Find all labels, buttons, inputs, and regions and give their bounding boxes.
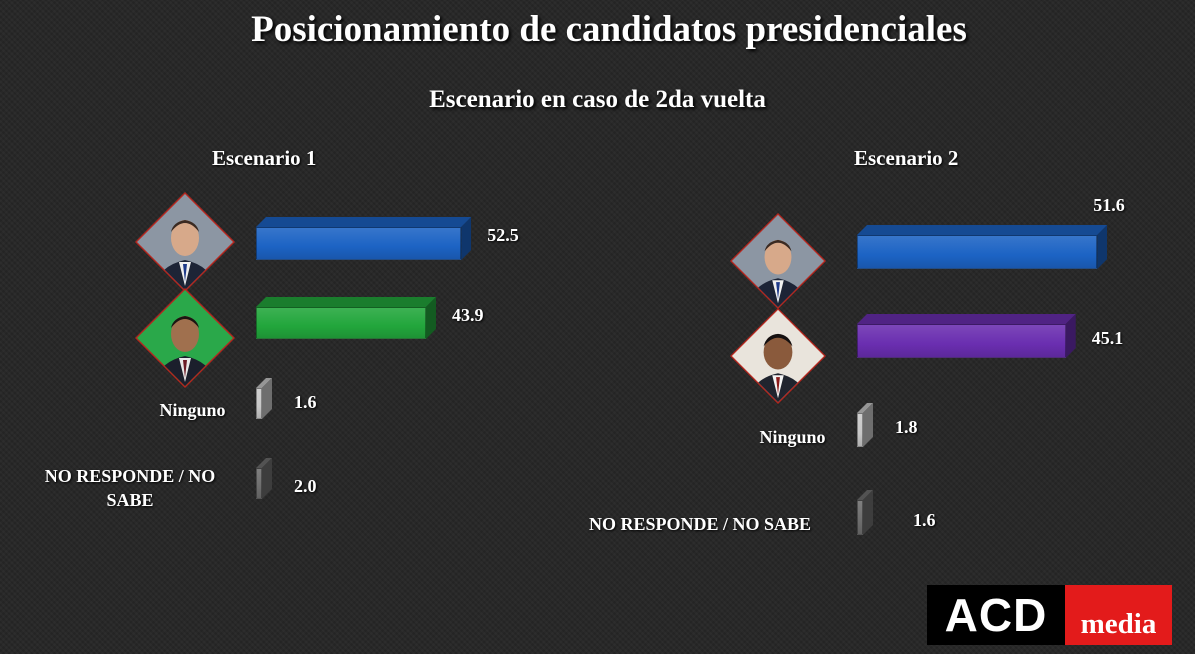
chart-subtitle: Escenario en caso de 2da vuelta xyxy=(429,86,766,113)
bar-face xyxy=(256,307,426,339)
bar-top xyxy=(256,378,272,388)
bar-top xyxy=(256,297,436,307)
panel-title-escenario-2: Escenario 2 xyxy=(854,146,959,170)
bar-side xyxy=(262,378,272,419)
logo-acd-text: ACD xyxy=(927,585,1065,645)
bar-2-4 xyxy=(857,490,873,535)
bar-top xyxy=(857,403,873,413)
data-label-2-3: 1.8 xyxy=(895,417,918,437)
bar-face xyxy=(256,468,262,499)
bar-face xyxy=(857,324,1066,358)
bar-face xyxy=(256,227,462,260)
bar-top xyxy=(857,225,1107,235)
bar-2-2 xyxy=(857,314,1076,358)
bar-1-3 xyxy=(256,378,272,419)
data-label-2-4: 1.6 xyxy=(913,510,936,530)
acd-media-logo: ACD media xyxy=(927,585,1172,645)
candidate-photo-abinader-2 xyxy=(730,213,826,309)
bar-side xyxy=(461,217,471,260)
chart-title: Posicionamiento de candidatos presidenci… xyxy=(251,9,967,50)
bar-top xyxy=(256,217,471,227)
bar-face xyxy=(256,388,262,419)
bar-top xyxy=(857,490,873,500)
candidate-photo-martinez xyxy=(730,308,826,404)
bar-face xyxy=(857,235,1098,269)
category-label-ninguno-2: Ninguno xyxy=(759,427,826,447)
category-label-no-responde-2: NO RESPONDE / NO SABE xyxy=(588,514,812,534)
data-label-1-2: 43.9 xyxy=(451,305,484,325)
bar-top xyxy=(256,458,272,468)
panel-title-escenario-1: Escenario 1 xyxy=(212,146,317,170)
candidate-photo-abinader xyxy=(135,192,235,292)
bar-side xyxy=(1097,225,1107,269)
bar-side xyxy=(262,458,272,499)
bar-2-3 xyxy=(857,403,873,447)
bar-side xyxy=(1066,314,1076,358)
bar-side xyxy=(863,490,873,535)
data-label-1-4: 2.0 xyxy=(294,476,317,496)
bar-1-2 xyxy=(256,297,436,339)
data-label-2-2: 45.1 xyxy=(1091,328,1124,348)
data-label-1-3: 1.6 xyxy=(294,392,317,412)
bar-side xyxy=(863,403,873,447)
bar-2-1 xyxy=(857,225,1107,269)
bar-1-1 xyxy=(256,217,471,260)
category-label-ninguno-1: Ninguno xyxy=(159,400,226,420)
data-label-2-1: 51.6 xyxy=(1093,195,1125,215)
logo-media-text: media xyxy=(1065,585,1172,645)
category-label-no-responde-1: NO RESPONDE / NO SABE xyxy=(44,466,216,510)
bar-face xyxy=(857,500,863,535)
data-label-1-1: 52.5 xyxy=(487,225,519,245)
bar-side xyxy=(426,297,436,339)
bar-1-4 xyxy=(256,458,272,499)
bar-top xyxy=(857,314,1076,324)
bar-face xyxy=(857,413,863,447)
candidate-photo-fernandez xyxy=(135,288,235,388)
